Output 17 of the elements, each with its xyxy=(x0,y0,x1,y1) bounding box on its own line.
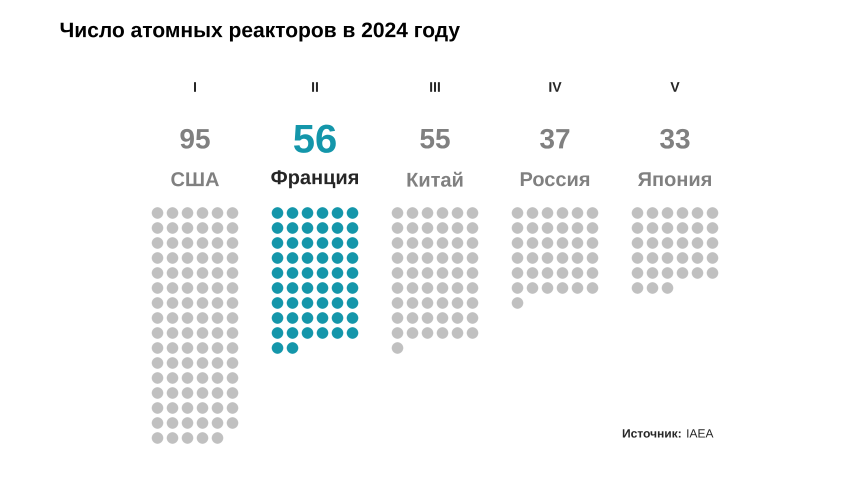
text: V xyxy=(670,82,680,92)
text: Источник: IAEA xyxy=(622,429,714,438)
data-label: 95 xyxy=(180,128,210,149)
category-label: Франция xyxy=(271,170,358,188)
data-label: 37 xyxy=(540,128,570,149)
category-label: США xyxy=(171,172,219,186)
text: II xyxy=(312,82,318,92)
data-label: 56 xyxy=(294,124,336,153)
category-label: Россия xyxy=(520,172,590,186)
text: I xyxy=(194,82,196,92)
text: III xyxy=(430,82,440,92)
text: Число атомных реакторов в 2024 году xyxy=(60,22,460,42)
data-label: 33 xyxy=(660,128,690,149)
text: IV xyxy=(549,82,562,92)
category-label: Япония xyxy=(638,172,711,186)
category-label: Китай xyxy=(407,172,462,187)
data-label: 55 xyxy=(420,128,450,149)
